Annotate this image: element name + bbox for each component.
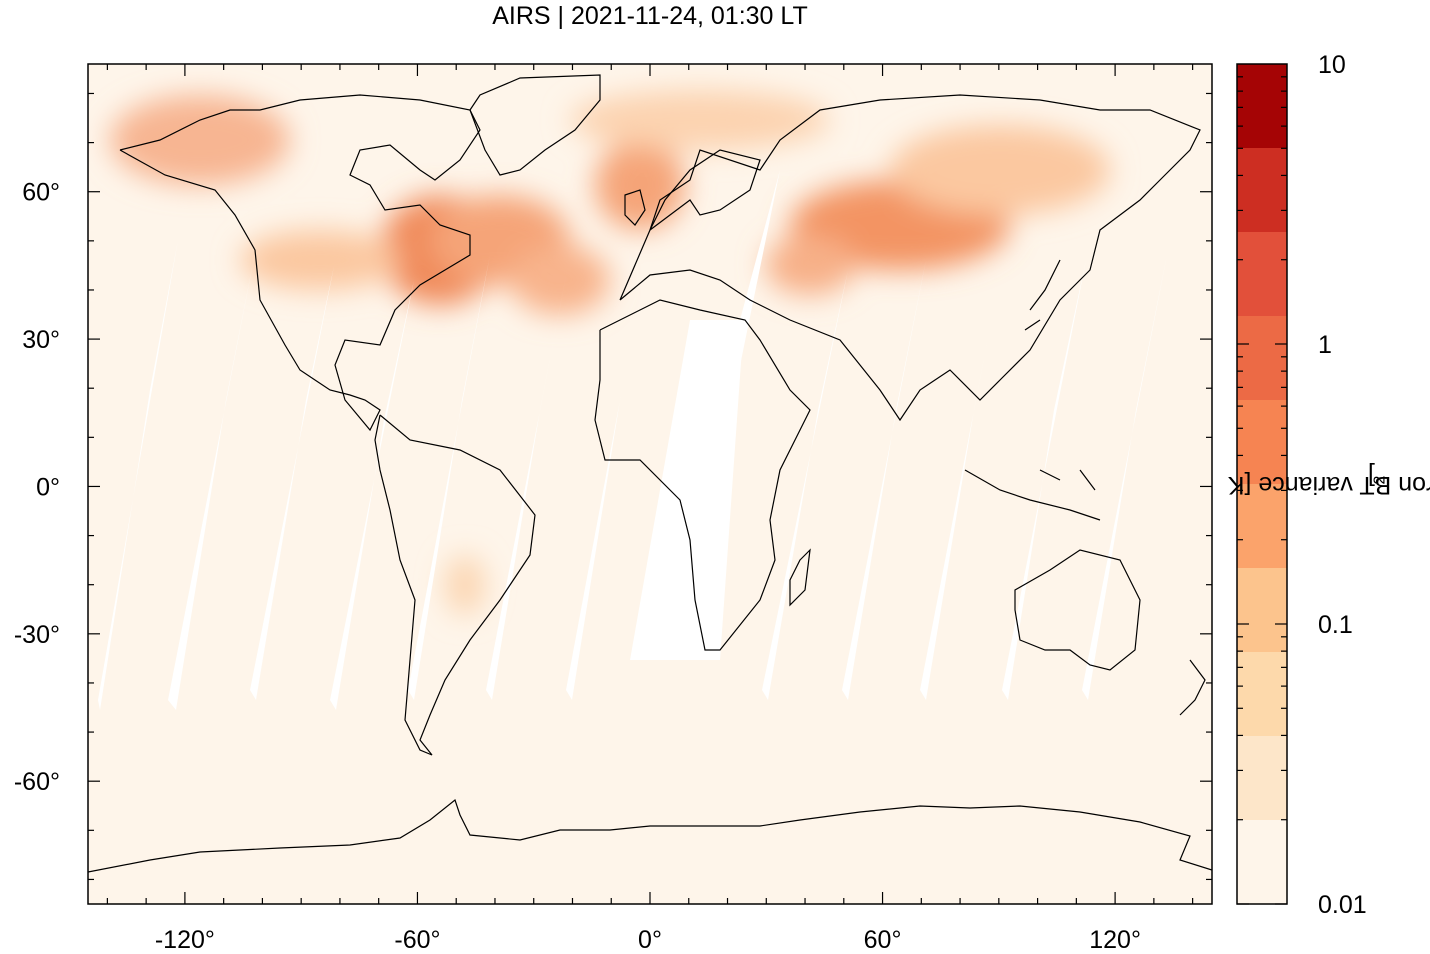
orbit-gap (1002, 260, 1086, 700)
y-tick-label: 30° (22, 326, 60, 354)
variance-field (110, 90, 1110, 615)
coastline-north-america (119, 94, 481, 432)
y-tick-label: 60° (22, 179, 60, 207)
orbit-gap (566, 250, 648, 700)
x-tick-label: -60° (394, 926, 440, 954)
orbit-gap (1082, 250, 1168, 700)
colorbar-band (1237, 568, 1287, 652)
x-tick-label: 60° (864, 926, 902, 954)
orbit-gap (250, 266, 334, 700)
axis-ticks (88, 64, 1212, 904)
orbit-gap (330, 280, 414, 710)
orbit-gap (842, 260, 926, 700)
x-tick-label: 0° (638, 926, 662, 954)
orbit-gap (920, 255, 1004, 700)
colorbar-band (1237, 736, 1287, 820)
coastline-scandinavia (649, 149, 761, 231)
orbit-gap (762, 270, 848, 700)
colorbar-band (1237, 820, 1287, 904)
colorbar-tick-label: 1 (1318, 331, 1332, 359)
y-axis-labels: 60° 30° 0° -30° -60° (14, 179, 60, 796)
x-axis-labels: -120° -60° 0° 60° 120° (155, 926, 1141, 954)
orbit-gap-africa (630, 320, 744, 660)
coastline-africa (594, 299, 811, 651)
coastlines (88, 74, 1212, 873)
variance-blob-alaska (110, 95, 290, 185)
coastline-greenland (469, 74, 601, 176)
x-tick-label: 120° (1089, 926, 1141, 954)
orbit-gap (168, 248, 256, 710)
orbit-gaps (98, 170, 1168, 710)
variance-blob-south-atlantic (445, 555, 485, 615)
variance-blob-north-america (240, 230, 400, 290)
variance-blob-atlantic (510, 245, 610, 315)
plot-title: AIRS | 2021-11-24, 01:30 LT (492, 2, 808, 30)
colorbar-band (1237, 316, 1287, 400)
colorbar-band (1237, 232, 1287, 316)
variance-blob-north-sea (595, 140, 685, 230)
colorbar-band (1237, 652, 1287, 736)
orbit-gap (408, 255, 490, 700)
coastline-madagascar (789, 548, 811, 607)
colorbar-band (1237, 484, 1287, 568)
y-tick-label: -30° (14, 621, 60, 649)
coastline-south-america (374, 414, 536, 756)
coastline-indonesia (964, 469, 1101, 521)
colorbar-band (1237, 148, 1287, 232)
coastline-europe-asia (619, 94, 1201, 422)
variance-blob-caspian (765, 235, 855, 295)
y-tick-label: 0° (36, 473, 60, 501)
y-tick-label: -60° (14, 768, 60, 796)
coastline-japan (1024, 259, 1061, 331)
coastline-antarctica (88, 798, 1212, 873)
variance-blob-siberia (890, 125, 1110, 215)
colorbar (1237, 64, 1287, 904)
colorbar-band (1237, 400, 1287, 484)
colorbar-frame (1236, 63, 1288, 905)
colorbar-tick-label: 0.1 (1318, 611, 1353, 639)
coastline-new-zealand (1179, 659, 1206, 716)
x-tick-label: -120° (155, 926, 215, 954)
variance-blob-arctic (570, 90, 830, 150)
colorbar-ticks (1237, 76, 1287, 905)
colorbar-band (1237, 64, 1287, 148)
colorbar-labels: 10 1 0.1 0.01 (1318, 51, 1367, 919)
colorbar-tick-label: 10 (1318, 51, 1346, 79)
coastline-british-isles (624, 189, 646, 226)
coastline-australia (1014, 549, 1141, 671)
colorbar-tick-label: 0.01 (1318, 891, 1367, 919)
